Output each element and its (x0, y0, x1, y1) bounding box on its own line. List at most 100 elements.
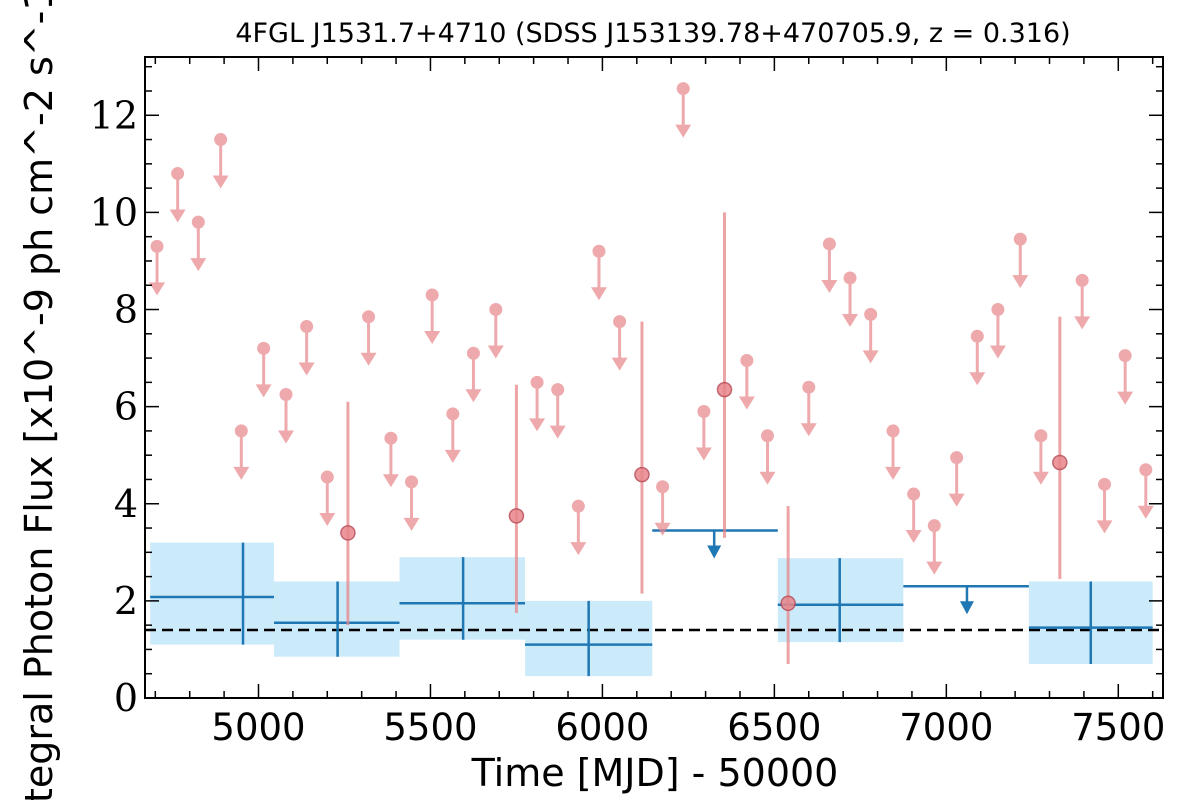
fine-ul-marker (489, 303, 503, 317)
fine-bin-upper-limit (1012, 232, 1029, 289)
fine-ul-arrow (675, 124, 692, 138)
chart-title: 4FGL J1531.7+4710 (SDSS J153139.78+47070… (235, 18, 1070, 49)
fine-ul-marker (864, 307, 878, 321)
fine-ul-marker (907, 487, 921, 501)
coarse-bin-upper-limit (652, 529, 778, 559)
fine-ul-marker (656, 480, 670, 494)
x-tick-label: 6000 (555, 706, 649, 749)
fine-bin-upper-limit (1117, 349, 1134, 405)
coarse-bin-point (1028, 581, 1153, 665)
fine-bin-upper-limit (695, 404, 712, 461)
fine-bin-upper-limit (233, 424, 250, 480)
fine-ul-arrow (529, 418, 546, 432)
fine-bin-upper-limit (738, 354, 755, 410)
fine-ul-arrow (654, 522, 671, 536)
fine-bin-upper-limit (1096, 477, 1113, 534)
fine-ul-arrow (1096, 520, 1113, 534)
coarse-ul-arrow (707, 545, 722, 559)
fine-bin-upper-limit (948, 451, 965, 507)
fine-ul-arrow (1032, 471, 1049, 485)
fine-ul-marker (1034, 429, 1048, 443)
fine-bin-upper-limit (842, 271, 859, 327)
fine-bin-upper-limit (675, 82, 692, 138)
fine-det-marker (716, 381, 733, 398)
fine-ul-marker (886, 424, 900, 438)
fine-ul-marker (425, 288, 439, 302)
fine-ul-arrow (885, 466, 902, 480)
fine-ul-arrow (969, 372, 986, 386)
fine-ul-marker (991, 303, 1005, 317)
fine-bin-upper-limit (654, 480, 671, 536)
y-axis-label: Integral Photon Flux [x10^-9 ph cm^-2 s^… (17, 0, 61, 800)
fine-ul-marker (551, 383, 565, 397)
coarse-ul-arrow (959, 601, 974, 615)
fine-bin-upper-limit (1074, 273, 1091, 330)
fine-ul-marker (1139, 463, 1153, 477)
fine-ul-marker (822, 237, 836, 251)
fine-bin-upper-limit (149, 239, 166, 296)
fine-ul-arrow (1137, 505, 1154, 519)
fine-ul-arrow (298, 362, 315, 376)
fine-ul-marker (234, 424, 248, 438)
fine-ul-arrow (382, 474, 399, 488)
fine-ul-marker (970, 329, 984, 343)
fine-det-marker (634, 466, 650, 483)
fine-det-marker (340, 525, 356, 541)
fine-ul-marker (676, 82, 690, 96)
fine-bin-upper-limit (611, 315, 628, 371)
fine-bin-upper-limit (905, 487, 922, 544)
fine-ul-marker (320, 470, 334, 484)
fine-ul-marker (571, 499, 585, 513)
fine-ul-marker (1013, 232, 1027, 246)
y-tick-label: 8 (114, 288, 138, 332)
fine-bin-upper-limit (529, 375, 546, 432)
y-tick-label: 12 (90, 93, 138, 137)
fine-ul-arrow (989, 345, 1006, 359)
coarse-bin-point (525, 600, 653, 677)
fine-bin-upper-limit (465, 346, 482, 403)
fine-bin-upper-limit (1032, 429, 1049, 485)
y-tick-label: 4 (114, 482, 138, 526)
plot-frame (144, 56, 1164, 699)
fine-bin-detection (634, 321, 650, 594)
fine-ul-arrow (424, 330, 441, 344)
fine-ul-arrow (1012, 275, 1029, 289)
coarse-bin-upper-limit (903, 585, 1029, 615)
fine-bin-upper-limit (382, 431, 399, 488)
fine-ul-arrow (926, 561, 943, 575)
x-tick-label: 5500 (383, 706, 477, 749)
fine-bin-upper-limit (821, 237, 838, 293)
fine-bin-upper-limit (969, 329, 986, 386)
coarse-bin-point (150, 542, 274, 645)
fine-ul-arrow (465, 389, 482, 403)
fine-ul-arrow (403, 517, 420, 531)
fine-bin-upper-limit (989, 303, 1006, 359)
fine-ul-arrow (444, 449, 461, 463)
coarse-bin-band (150, 542, 274, 645)
fine-bin-upper-limit (169, 167, 186, 223)
fine-bin-upper-limit (190, 215, 207, 272)
fine-ul-marker (760, 429, 774, 443)
fine-ul-marker (257, 341, 271, 355)
fine-ul-marker (1118, 349, 1132, 363)
fine-bin-upper-limit (255, 341, 272, 398)
fine-bin-upper-limit (590, 244, 607, 301)
x-tick-label: 7500 (1071, 706, 1165, 749)
fine-bin-upper-limit (212, 133, 229, 189)
fine-ul-arrow (759, 471, 776, 485)
y-tick-label: 6 (114, 385, 138, 429)
fine-bin-detection (340, 401, 356, 626)
fine-bin-upper-limit (278, 387, 295, 444)
fine-ul-arrow (1074, 316, 1091, 330)
fine-ul-marker (802, 380, 816, 394)
fine-ul-marker (740, 354, 754, 368)
fine-ul-arrow (800, 423, 817, 437)
fine-ul-arrow (590, 287, 607, 301)
x-tick-label: 7000 (899, 706, 993, 749)
fine-ul-marker (950, 451, 964, 465)
fine-ul-marker (171, 167, 185, 181)
fine-ul-arrow (319, 513, 336, 527)
fine-ul-marker (214, 133, 228, 147)
x-tick-label: 6500 (727, 706, 821, 749)
